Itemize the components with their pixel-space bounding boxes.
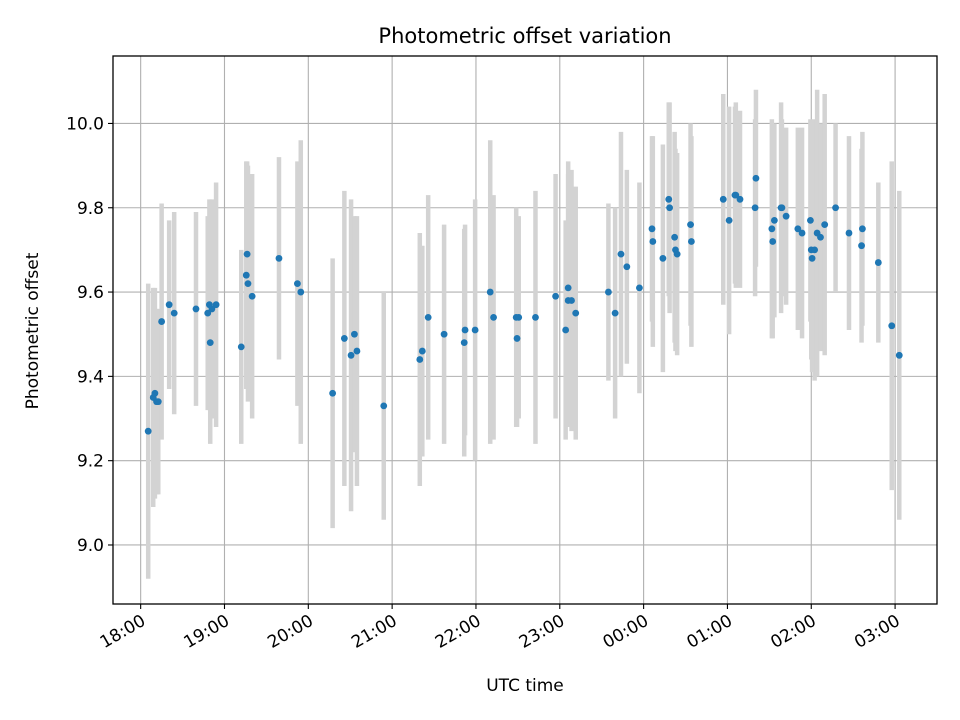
data-point bbox=[248, 292, 256, 300]
y-axis-label: Photometric offset bbox=[23, 252, 43, 409]
data-point bbox=[768, 225, 776, 233]
data-point bbox=[353, 347, 361, 355]
data-point bbox=[568, 297, 575, 304]
y-tick-label: 9.2 bbox=[77, 452, 104, 472]
data-point bbox=[170, 309, 178, 317]
data-point bbox=[380, 402, 388, 410]
data-point bbox=[165, 301, 173, 309]
data-point bbox=[874, 259, 882, 266]
data-point bbox=[666, 204, 673, 212]
data-point bbox=[490, 313, 497, 321]
data-point bbox=[752, 174, 760, 182]
data-point bbox=[769, 238, 777, 245]
data-point bbox=[192, 305, 200, 313]
data-point bbox=[736, 195, 744, 203]
data-point bbox=[294, 280, 301, 288]
data-point bbox=[212, 301, 220, 309]
data-point bbox=[243, 250, 251, 258]
data-point bbox=[895, 351, 903, 359]
data-point bbox=[798, 229, 806, 237]
data-points bbox=[144, 174, 903, 435]
data-point bbox=[611, 309, 619, 317]
data-point bbox=[242, 271, 250, 279]
data-point bbox=[673, 250, 681, 258]
data-point bbox=[151, 389, 159, 397]
data-point bbox=[486, 288, 494, 296]
data-point bbox=[649, 238, 657, 245]
data-point bbox=[778, 204, 786, 212]
y-tick-label: 9.6 bbox=[77, 283, 104, 303]
data-point bbox=[636, 284, 643, 292]
data-point bbox=[671, 233, 679, 241]
x-axis-label: UTC time bbox=[486, 676, 564, 696]
data-point bbox=[858, 242, 865, 250]
data-point bbox=[340, 335, 348, 342]
y-tick-label: 9.0 bbox=[77, 536, 104, 556]
data-point bbox=[513, 335, 521, 342]
data-point bbox=[811, 246, 819, 254]
data-point bbox=[794, 225, 802, 233]
data-point bbox=[275, 254, 283, 262]
data-point bbox=[623, 263, 631, 271]
data-point bbox=[158, 318, 166, 325]
data-point bbox=[782, 212, 790, 220]
data-point bbox=[297, 288, 305, 296]
data-point bbox=[808, 254, 816, 262]
data-point bbox=[564, 284, 572, 292]
data-point bbox=[204, 309, 212, 317]
data-point bbox=[552, 292, 559, 300]
data-point bbox=[237, 343, 245, 351]
data-point bbox=[665, 195, 673, 203]
data-point bbox=[687, 221, 694, 229]
data-point bbox=[440, 330, 448, 338]
data-point bbox=[208, 305, 216, 313]
data-point bbox=[719, 195, 727, 203]
data-point bbox=[858, 225, 866, 233]
data-point bbox=[807, 217, 814, 224]
data-point bbox=[206, 339, 214, 347]
chart-title: Photometric offset variation bbox=[378, 24, 671, 48]
data-point bbox=[751, 204, 759, 212]
data-point bbox=[329, 389, 337, 397]
data-point bbox=[424, 313, 432, 321]
data-point bbox=[617, 250, 625, 258]
data-point bbox=[351, 330, 358, 338]
data-point bbox=[732, 191, 740, 199]
data-point bbox=[416, 356, 424, 363]
data-point bbox=[817, 233, 824, 241]
data-point bbox=[418, 347, 426, 355]
data-point bbox=[572, 309, 580, 317]
data-point bbox=[770, 217, 778, 224]
data-point bbox=[725, 217, 733, 224]
plot-frame bbox=[112, 55, 938, 605]
data-point bbox=[460, 339, 468, 347]
y-tick-label: 10.0 bbox=[66, 114, 104, 134]
data-point bbox=[832, 204, 839, 212]
data-point bbox=[605, 288, 612, 296]
data-point bbox=[471, 326, 479, 334]
data-point bbox=[648, 225, 656, 233]
data-point bbox=[154, 398, 162, 406]
data-point bbox=[845, 229, 853, 237]
data-point bbox=[461, 326, 469, 334]
y-tick-label: 9.8 bbox=[77, 199, 104, 219]
data-point bbox=[347, 351, 355, 359]
data-point bbox=[532, 313, 539, 321]
data-point bbox=[244, 280, 252, 288]
data-point bbox=[888, 322, 896, 330]
data-point bbox=[687, 238, 695, 245]
data-point bbox=[562, 326, 570, 334]
y-tick-label: 9.4 bbox=[77, 367, 104, 387]
data-point bbox=[659, 254, 667, 262]
data-point bbox=[821, 221, 829, 229]
data-point bbox=[515, 313, 523, 321]
data-point bbox=[144, 427, 152, 435]
